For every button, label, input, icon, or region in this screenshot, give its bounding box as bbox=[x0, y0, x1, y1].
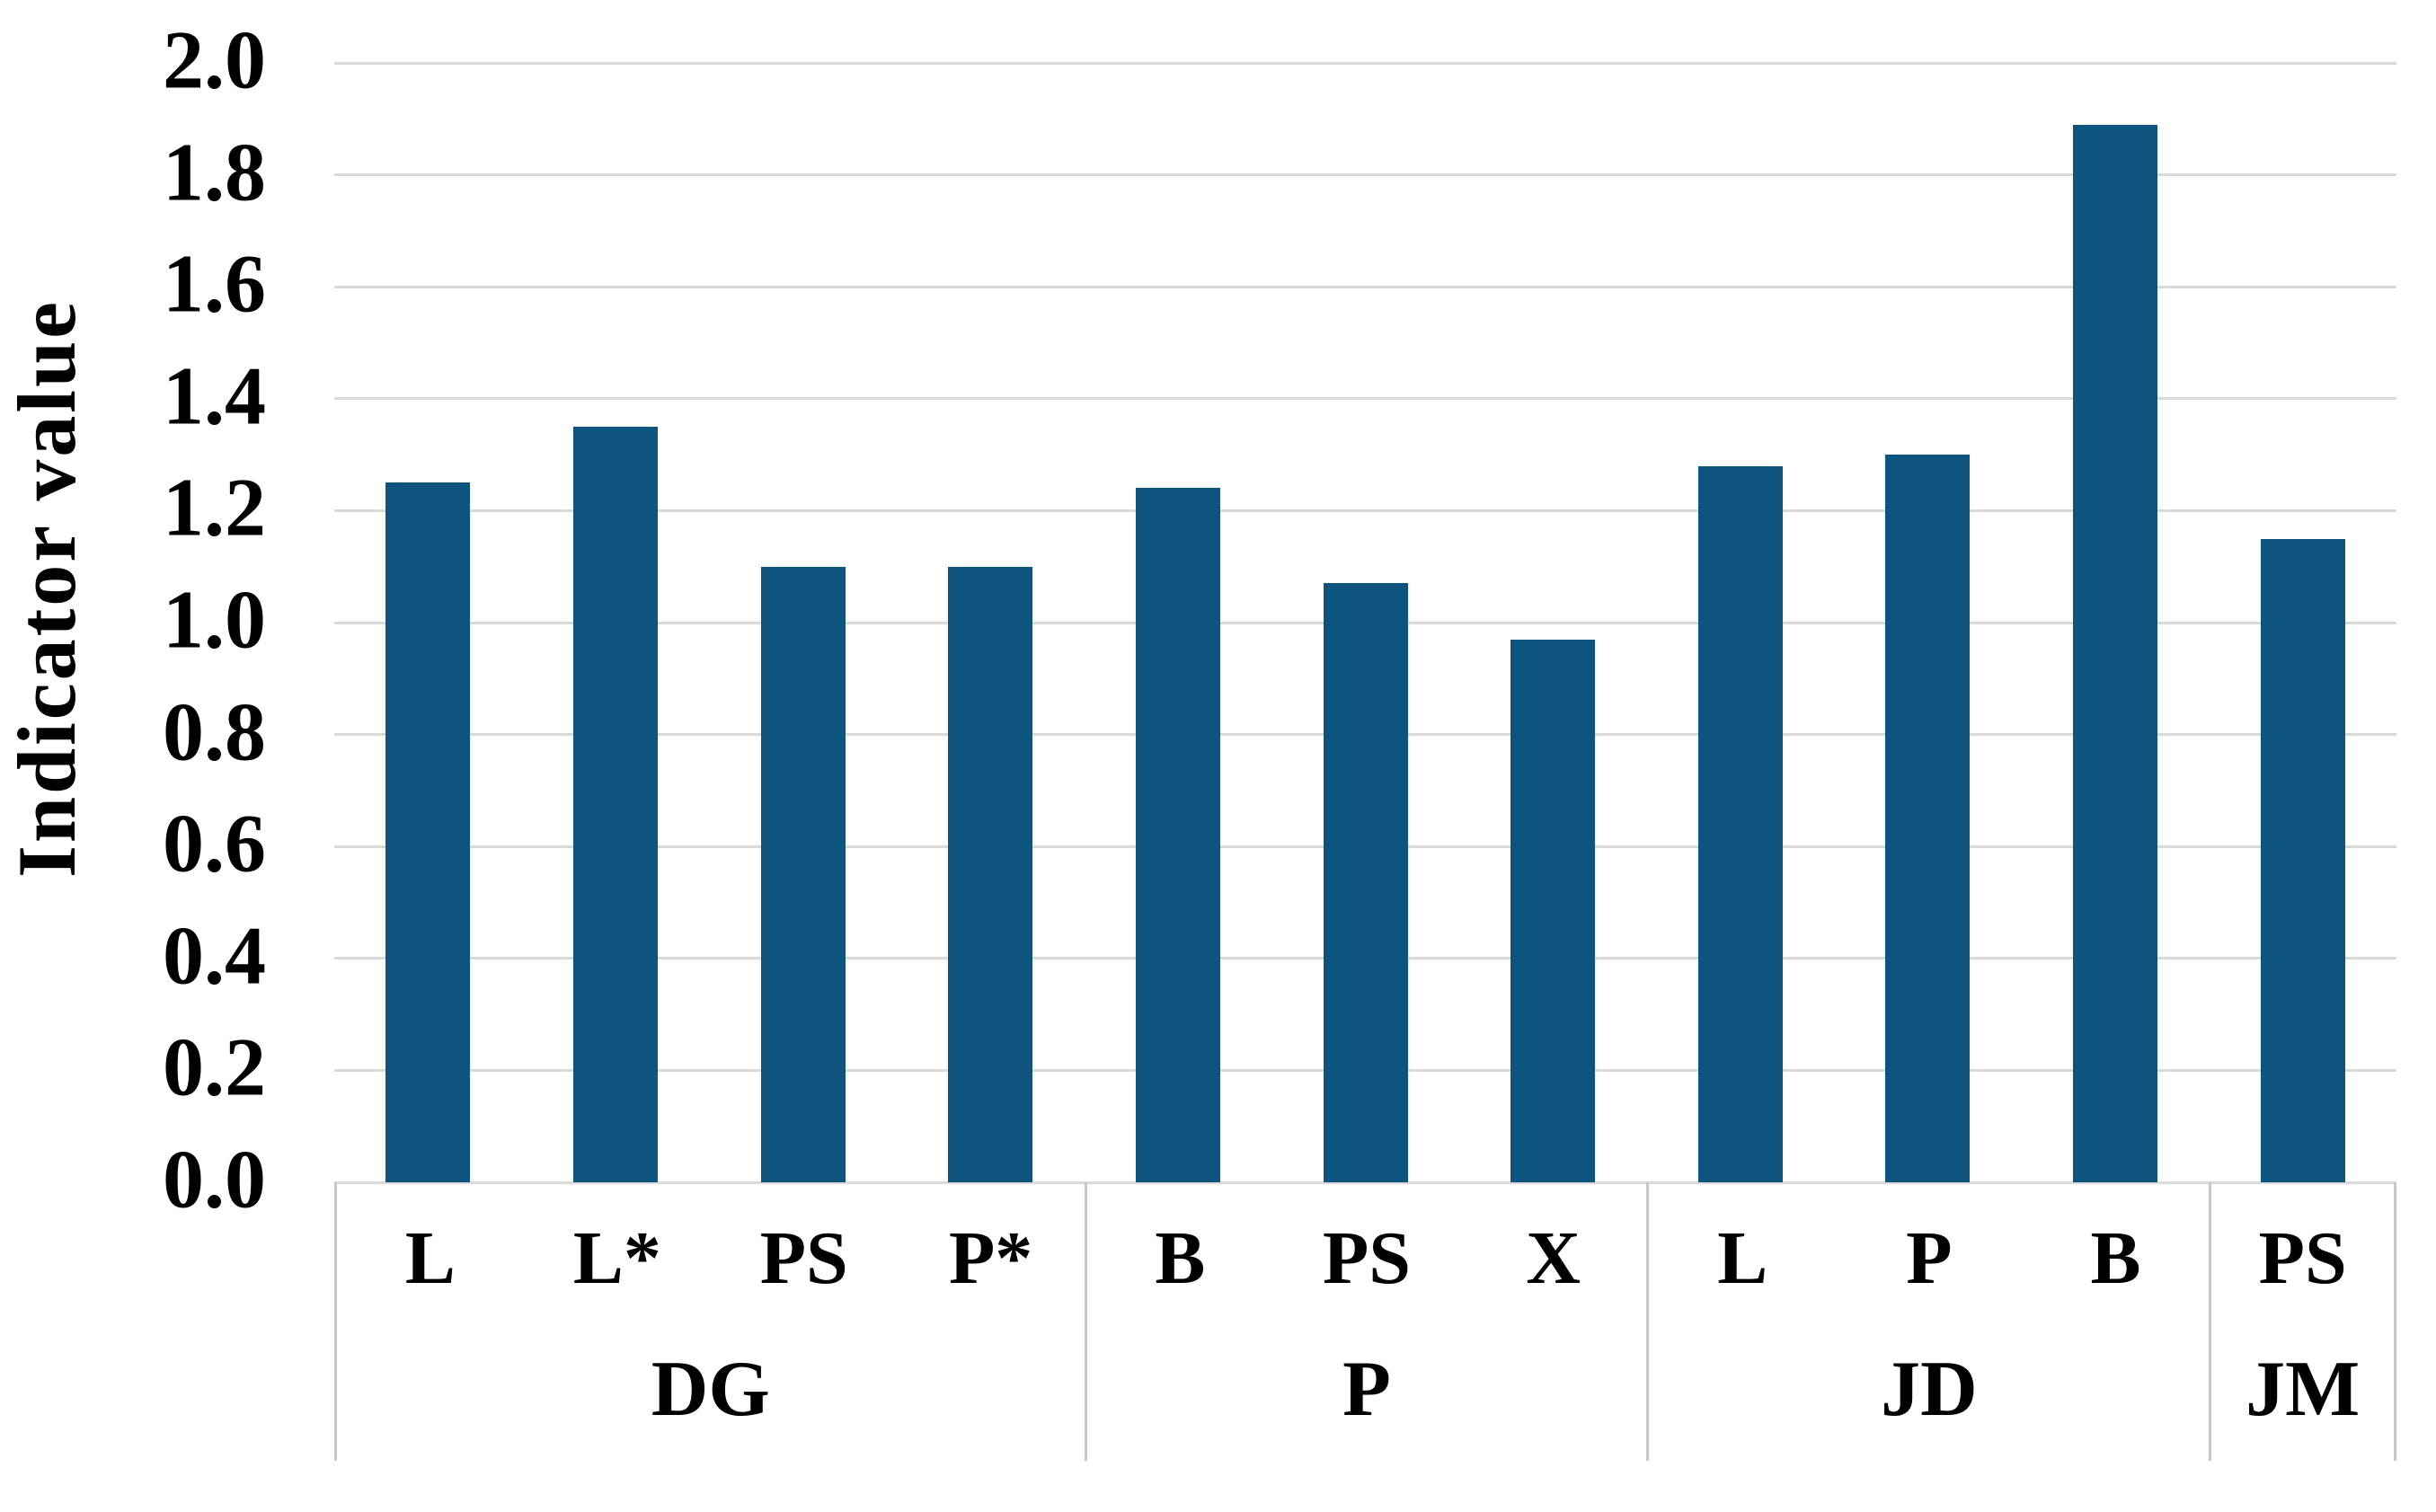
y-tick-label: 1.0 bbox=[163, 573, 266, 666]
bar bbox=[1135, 488, 1220, 1182]
gridline bbox=[334, 61, 2396, 65]
bar-label-row: L L* PS P* bbox=[337, 1182, 1085, 1317]
group-label: JM bbox=[2246, 1345, 2361, 1433]
bar bbox=[2073, 124, 2158, 1182]
group-cell: L L* PS P* DG bbox=[334, 1182, 1085, 1461]
x-tick-label: PS bbox=[759, 1216, 848, 1300]
gridline bbox=[334, 508, 2396, 512]
bar bbox=[572, 426, 658, 1182]
group-cell: PS JM bbox=[2209, 1182, 2396, 1461]
bar-label-row: B PS X bbox=[1087, 1182, 1647, 1317]
bar bbox=[1323, 583, 1408, 1182]
y-tick-label: 2.0 bbox=[163, 13, 266, 106]
bar bbox=[1510, 639, 1596, 1182]
group-cell: B PS X P bbox=[1084, 1182, 1647, 1461]
group-label: JD bbox=[1881, 1345, 1978, 1433]
bar bbox=[2260, 538, 2345, 1182]
gridline bbox=[334, 285, 2396, 288]
x-tick-label: P* bbox=[948, 1216, 1033, 1300]
bar-label-row: PS bbox=[2211, 1182, 2394, 1317]
y-tick-label: 0.2 bbox=[163, 1021, 266, 1113]
y-tick-label: 1.2 bbox=[163, 461, 266, 553]
x-tick-label: P bbox=[1906, 1216, 1953, 1300]
x-tick-label: X bbox=[1526, 1216, 1581, 1300]
x-tick-label: PS bbox=[2258, 1216, 2347, 1300]
x-tick-label: B bbox=[1155, 1216, 1206, 1300]
y-tick-label: 0.6 bbox=[163, 797, 266, 889]
group-cell: L P B JD bbox=[1646, 1182, 2209, 1461]
bar bbox=[948, 566, 1033, 1182]
x-tick-label: L* bbox=[572, 1216, 661, 1300]
gridline bbox=[334, 1180, 2396, 1184]
bar bbox=[760, 566, 846, 1182]
group-label: P bbox=[1342, 1345, 1391, 1433]
x-tick-label: B bbox=[2090, 1216, 2141, 1300]
group-label: DG bbox=[651, 1345, 770, 1433]
bar bbox=[1885, 455, 1971, 1182]
x-tick-label: PS bbox=[1322, 1216, 1411, 1300]
y-tick-label: 1.6 bbox=[163, 237, 266, 330]
y-tick-label: 1.4 bbox=[163, 349, 266, 442]
bar bbox=[1697, 465, 1783, 1182]
y-tick-label: 1.8 bbox=[163, 125, 266, 217]
bar bbox=[385, 482, 471, 1182]
x-tick-label: L bbox=[1717, 1216, 1768, 1300]
y-tick-label: 0.0 bbox=[163, 1133, 266, 1225]
gridline bbox=[334, 173, 2396, 177]
x-tick-label: L bbox=[404, 1216, 456, 1300]
y-tick-label: 0.4 bbox=[163, 909, 266, 1002]
y-tick-label: 0.8 bbox=[163, 685, 266, 777]
gridline bbox=[334, 397, 2396, 401]
